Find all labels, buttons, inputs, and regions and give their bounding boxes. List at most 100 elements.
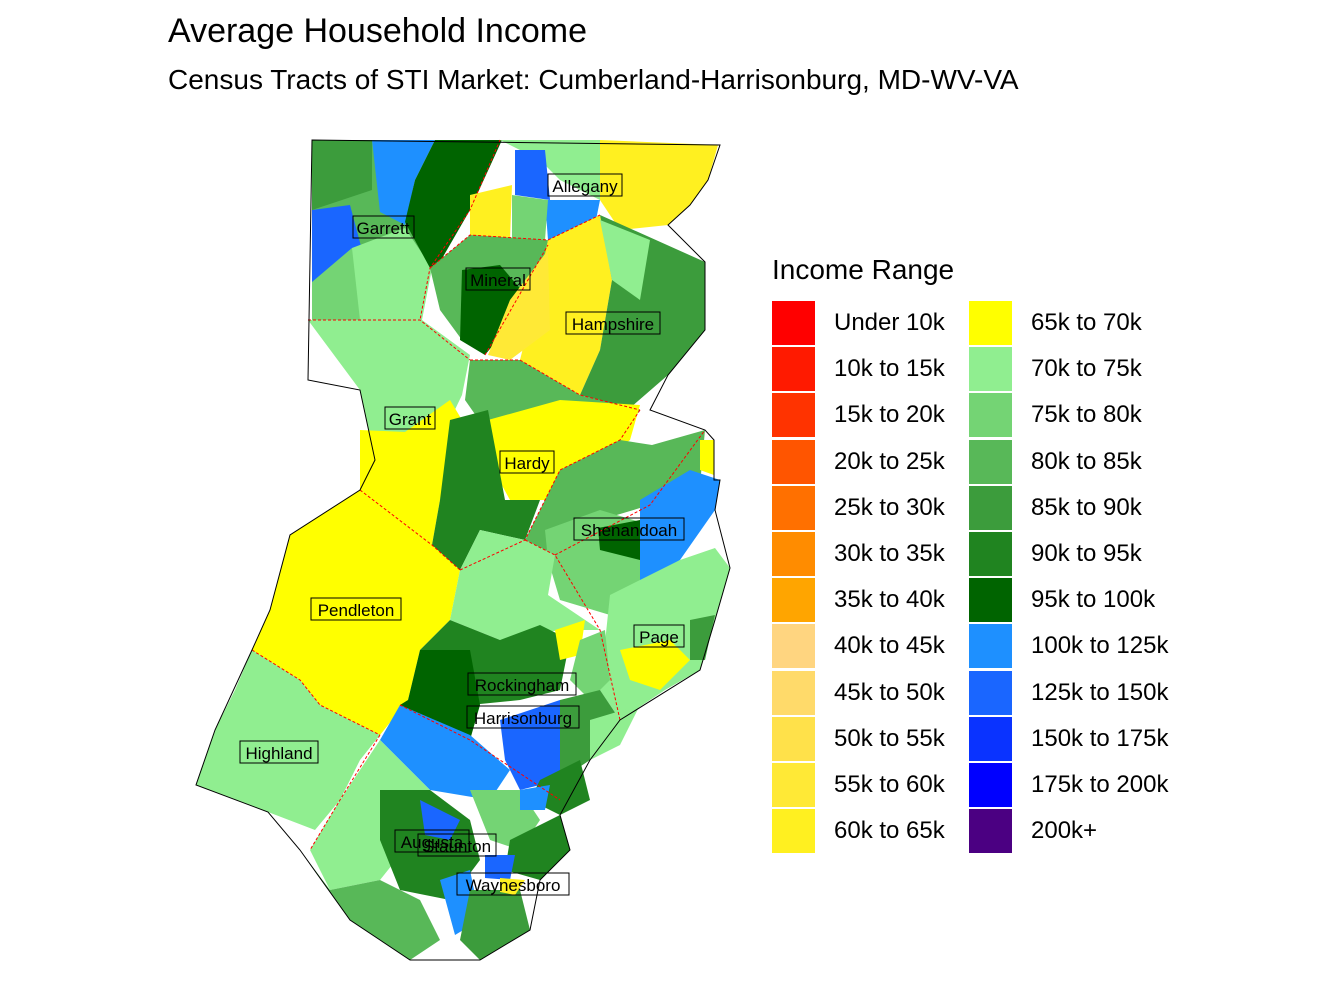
legend-swatch <box>969 347 1012 392</box>
county-label-pendleton: Pendleton <box>310 597 402 621</box>
legend-label: 70k to 75k <box>1031 355 1142 383</box>
tract <box>570 630 610 700</box>
county-label-rockingham: Rockingham <box>467 672 577 696</box>
legend-label: 125k to 150k <box>1031 678 1169 706</box>
tract <box>700 440 714 475</box>
svg-text:Staunton: Staunton <box>423 837 491 856</box>
legend-swatch <box>969 485 1012 530</box>
tract <box>196 650 380 830</box>
svg-text:Hardy: Hardy <box>504 454 550 473</box>
legend-label: 90k to 95k <box>1031 540 1142 567</box>
legend-swatch <box>969 809 1012 854</box>
tract <box>312 140 372 210</box>
tract <box>600 220 650 300</box>
county-label-staunton: Staunton <box>417 833 497 857</box>
legend-label: 40k to 45k <box>834 632 945 660</box>
county-label-highland: Highland <box>239 740 319 764</box>
svg-text:Highland: Highland <box>245 744 312 763</box>
tract <box>400 650 480 740</box>
legend-swatch <box>969 578 1012 623</box>
legend-swatch <box>772 301 815 345</box>
tract <box>505 815 570 880</box>
svg-text:Shenandoah: Shenandoah <box>581 521 677 540</box>
legend-label: Under 10k <box>834 309 945 336</box>
tract <box>470 185 512 240</box>
svg-text:Mineral: Mineral <box>470 271 526 290</box>
legend-label: 25k to 30k <box>834 493 945 521</box>
legend-label: 35k to 40k <box>834 586 945 614</box>
legend-swatch <box>969 301 1012 345</box>
legend-swatch <box>772 485 815 530</box>
tract <box>515 150 550 200</box>
legend-swatch <box>772 393 815 438</box>
county-label-mineral: Mineral <box>465 267 531 291</box>
legend-swatch <box>969 532 1012 576</box>
tract <box>690 615 715 660</box>
legend-swatch <box>772 670 815 715</box>
county-label-shenandoah: Shenandoah <box>573 517 685 541</box>
legend-swatch <box>969 393 1012 438</box>
tract <box>432 410 540 570</box>
legend-label: 100k to 125k <box>1031 632 1169 660</box>
tract <box>372 140 435 225</box>
legend-title: Income Range <box>772 254 955 285</box>
county-label-allegany: Allegany <box>547 173 623 197</box>
svg-text:Page: Page <box>639 628 679 647</box>
legend-swatch <box>772 809 815 854</box>
tract <box>300 850 440 960</box>
legend-swatch <box>772 439 815 484</box>
tract <box>488 400 640 500</box>
svg-text:Allegany: Allegany <box>552 177 618 196</box>
county-label-waynesboro: Waynesboro <box>456 872 570 896</box>
tract <box>590 705 640 760</box>
tract <box>512 195 548 245</box>
tract <box>485 855 515 880</box>
legend-label: 45k to 50k <box>834 678 945 706</box>
legend-swatch <box>772 763 815 807</box>
svg-text:Waynesboro: Waynesboro <box>466 876 561 895</box>
tract <box>520 785 550 810</box>
county-label-grant: Grant <box>384 406 436 430</box>
legend-label: 150k to 175k <box>1031 724 1169 752</box>
legend-label: 30k to 35k <box>834 540 945 567</box>
svg-text:Pendleton: Pendleton <box>318 601 395 620</box>
legend-swatch <box>969 439 1012 484</box>
county-label-hampshire: Hampshire <box>565 311 661 335</box>
legend-label: 55k to 60k <box>834 771 945 798</box>
legend-swatch <box>772 716 815 761</box>
legend-label: 65k to 70k <box>1031 309 1142 336</box>
legend-swatch <box>969 624 1012 669</box>
tract <box>500 878 525 895</box>
legend-swatch <box>969 763 1012 807</box>
tract <box>252 490 460 735</box>
tract <box>620 640 690 690</box>
tract <box>500 140 600 200</box>
legend-label: 60k to 65k <box>834 817 945 845</box>
legend-label: 10k to 15k <box>834 355 945 383</box>
legend-swatch <box>772 532 815 576</box>
legend-label: 75k to 80k <box>1031 401 1142 429</box>
svg-text:Rockingham: Rockingham <box>475 676 570 695</box>
legend-swatch <box>772 624 815 669</box>
county-label-garrett: Garrett <box>352 215 415 239</box>
tract <box>380 705 510 800</box>
legend-label: 175k to 200k <box>1031 771 1169 798</box>
legend-label: 85k to 90k <box>1031 493 1142 521</box>
legend-label: 20k to 25k <box>834 447 945 475</box>
legend-swatch <box>969 716 1012 761</box>
legend-swatch <box>772 347 815 392</box>
svg-text:Hampshire: Hampshire <box>572 315 654 334</box>
tract <box>405 140 502 268</box>
tract <box>600 140 718 230</box>
market-outline <box>195 139 731 961</box>
legend-label: 95k to 100k <box>1031 586 1156 614</box>
tract <box>460 265 530 355</box>
county-label-hardy: Hardy <box>499 450 555 474</box>
map-subtitle: Census Tracts of STI Market: Cumberland-… <box>168 64 1019 95</box>
svg-text:Garrett: Garrett <box>357 219 410 238</box>
county-label-harrisonburg: Harrisonburg <box>466 705 580 729</box>
svg-text:Grant: Grant <box>389 410 432 429</box>
tract <box>340 228 432 320</box>
map-title: Average Household Income <box>168 12 587 50</box>
tract <box>360 400 462 545</box>
